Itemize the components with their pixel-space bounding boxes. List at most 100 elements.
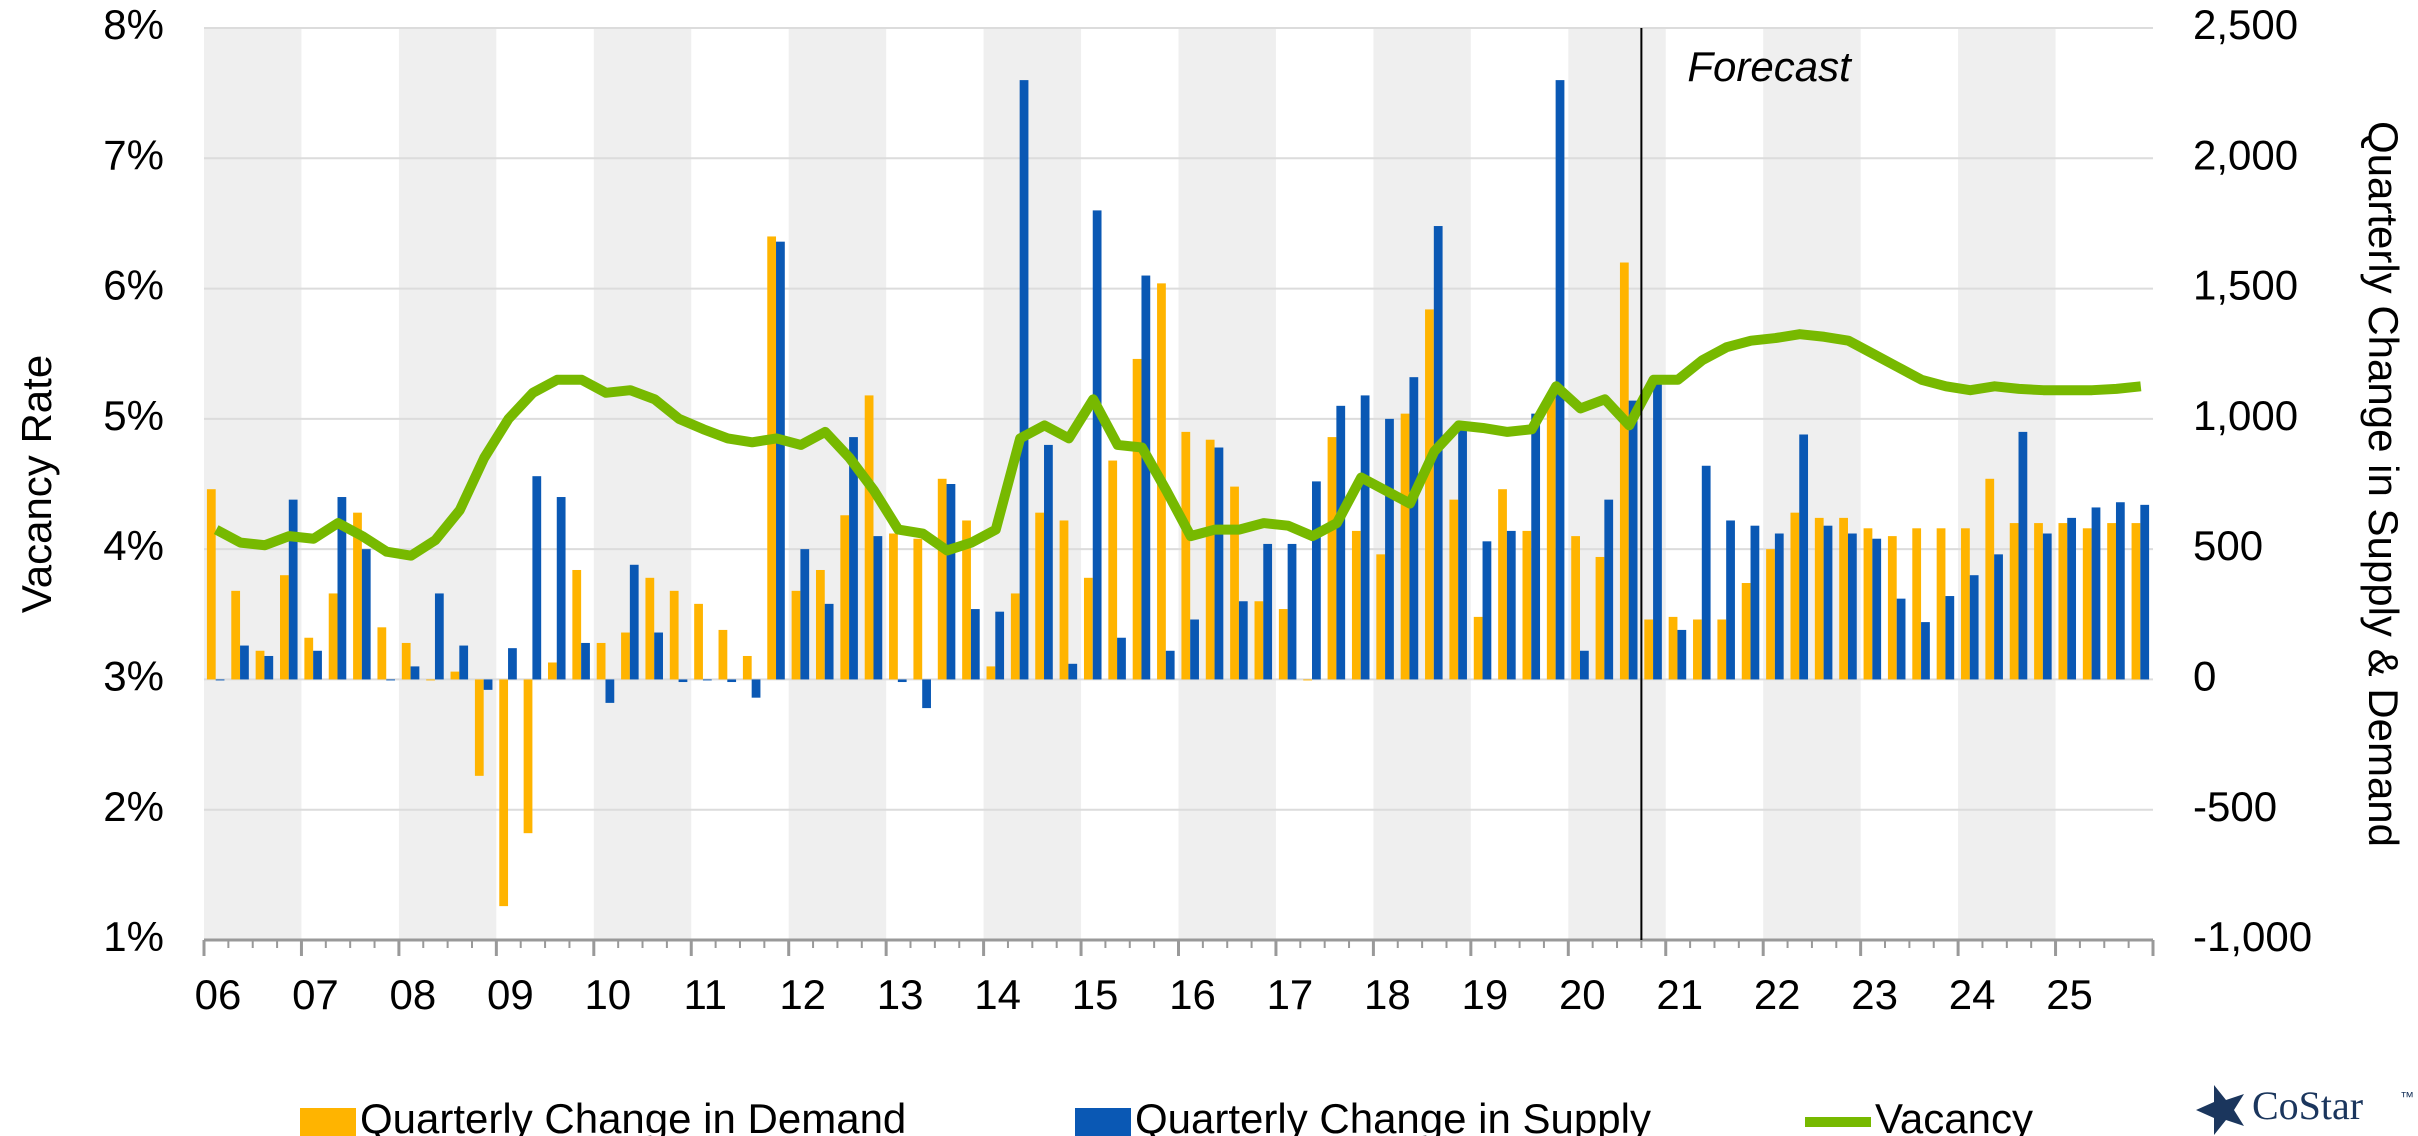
bar (1994, 554, 2003, 680)
bar (313, 650, 322, 680)
bar (1644, 619, 1654, 680)
bar (1108, 460, 1118, 680)
bar (1473, 616, 1483, 680)
bar (1531, 413, 1541, 680)
bar (304, 637, 314, 680)
bar (937, 478, 947, 680)
bar (1766, 549, 1775, 680)
bar (815, 569, 825, 680)
bar (532, 476, 542, 680)
logo-text: CoStar (2252, 1083, 2363, 1128)
bar (669, 590, 679, 680)
bar (434, 593, 444, 680)
bar (2091, 507, 2101, 680)
bar (1668, 616, 1678, 680)
bar (742, 655, 752, 680)
bar (986, 666, 996, 680)
bar (840, 515, 850, 680)
x-tick-label: 07 (292, 971, 339, 1018)
bar (1961, 528, 1970, 680)
bar (1847, 533, 1857, 680)
bar (499, 679, 509, 907)
bar (2034, 523, 2043, 680)
bar (1863, 528, 1873, 680)
bar (702, 679, 712, 681)
bar (1449, 499, 1459, 680)
year-band (204, 28, 302, 940)
bar (1181, 431, 1191, 680)
bar (1579, 650, 1589, 680)
bar (1945, 596, 1955, 680)
x-tick-label: 21 (1656, 971, 1703, 1018)
x-tick-label: 22 (1754, 971, 1801, 1018)
bar (1141, 275, 1151, 680)
bar (280, 575, 289, 680)
bar (264, 655, 274, 680)
bar (654, 632, 663, 680)
bar (694, 603, 703, 680)
bar (897, 679, 907, 683)
logo: CoStar (2196, 1083, 2363, 1135)
bar (621, 632, 630, 680)
bar (1619, 262, 1629, 680)
bar (1263, 543, 1273, 680)
y2-tick-label: 2,000 (2193, 131, 2298, 178)
y-tick-label: 6% (103, 262, 164, 309)
bar (1506, 530, 1516, 680)
x-tick-label: 10 (584, 971, 631, 1018)
bar (849, 437, 858, 680)
bar (1351, 530, 1361, 680)
bar (1571, 536, 1580, 680)
bar (572, 569, 582, 680)
bar (596, 642, 606, 680)
bar (1059, 520, 1069, 680)
x-tick-label: 08 (390, 971, 437, 1018)
bar (1823, 525, 1833, 680)
bar (873, 536, 883, 680)
year-band (398, 28, 497, 940)
x-tick-label: 25 (2046, 971, 2093, 1018)
y2-tick-label: 500 (2193, 522, 2263, 569)
y2-tick-label: 1,000 (2193, 392, 2298, 439)
y-tick-label: 8% (103, 1, 164, 48)
bar (1303, 679, 1313, 681)
bar (410, 666, 420, 680)
bar (231, 590, 241, 680)
vacancy-line (213, 329, 2142, 561)
logo-mark (2196, 1085, 2244, 1135)
bar (605, 679, 615, 703)
bar (1409, 377, 1419, 680)
bar (523, 679, 533, 834)
bar (426, 679, 435, 681)
bar (1010, 593, 1020, 680)
bar (1092, 210, 1102, 680)
y2-tick-label: 0 (2193, 653, 2216, 700)
bar (206, 489, 216, 680)
bar (1555, 80, 1565, 680)
bar (645, 577, 655, 680)
bar (1019, 80, 1029, 680)
bar (1741, 583, 1751, 680)
x-tick-label: 06 (195, 971, 242, 1018)
year-band (1763, 28, 1861, 940)
bar (1985, 478, 1995, 680)
bar (970, 609, 980, 680)
y2-tick-label: -1,000 (2193, 913, 2312, 960)
x-tick-label: 11 (683, 971, 727, 1018)
bar (1385, 418, 1394, 680)
year-band (1958, 28, 2056, 940)
bar (353, 512, 362, 680)
x-tick-label: 13 (877, 971, 924, 1018)
bar (1165, 650, 1175, 680)
bar (2042, 533, 2052, 680)
bar (1400, 413, 1410, 680)
bar (1425, 309, 1434, 680)
legend-swatch (300, 1108, 356, 1136)
y-tick-label: 7% (103, 131, 164, 178)
bar (1726, 520, 1735, 680)
bar (1044, 444, 1053, 680)
bar (1628, 400, 1638, 680)
bar (1522, 530, 1532, 680)
bar (1498, 489, 1507, 680)
bar (946, 484, 956, 680)
